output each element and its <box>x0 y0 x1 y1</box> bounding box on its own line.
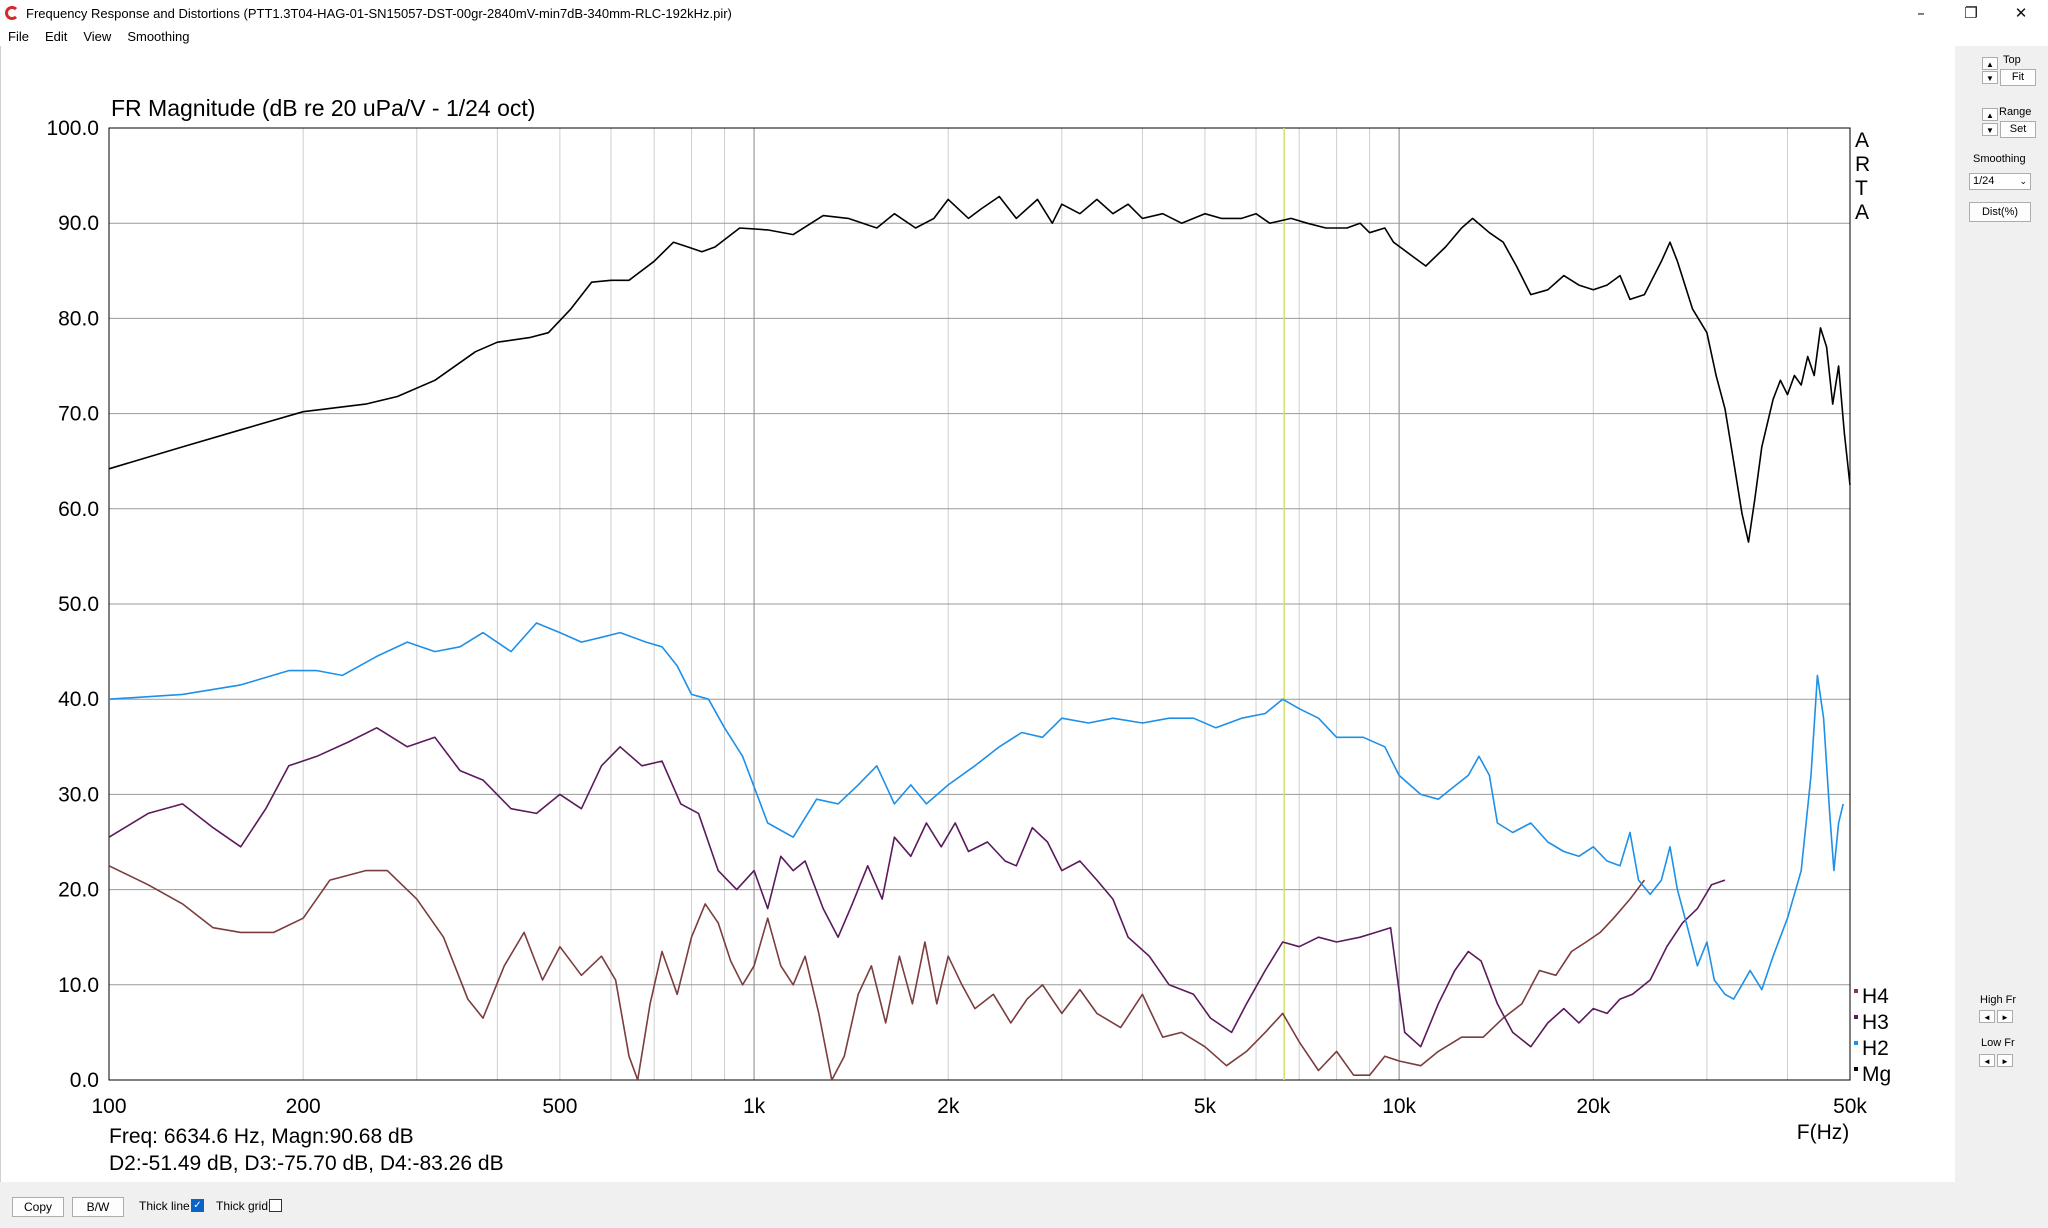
chart-area[interactable]: 0.0 10.0 20.0 30.0 40.0 50.0 60.0 70.0 80.0 90.0 1… <box>0 46 1956 1182</box>
y-tick-label: 60.0 <box>58 498 99 521</box>
range-down-button[interactable]: ▼ <box>1982 123 1998 136</box>
top-up-button[interactable]: ▲ <box>1982 57 1998 70</box>
copy-button[interactable]: Copy <box>12 1197 64 1217</box>
fit-button[interactable]: Fit <box>2000 69 2036 86</box>
menu-file[interactable]: File <box>8 28 29 44</box>
legend-marker <box>1854 1015 1858 1019</box>
x-tick-label: 50k <box>1833 1095 1867 1118</box>
series-line-h2 <box>108 622 1844 1000</box>
series-line-h3 <box>108 727 1726 1048</box>
high-fr-label: High Fr <box>1980 994 2017 1006</box>
legend-marker <box>1854 989 1858 993</box>
legend-label: H4 <box>1862 985 1889 1008</box>
menu-smoothing[interactable]: Smoothing <box>127 28 190 44</box>
series-line-h4 <box>108 865 1646 1081</box>
x-tick-label: 500 <box>542 1095 577 1118</box>
y-tick-label: 20.0 <box>58 879 99 902</box>
thick-line-checkbox[interactable]: ✓ <box>191 1199 204 1212</box>
x-tick-label: 2k <box>937 1095 960 1118</box>
y-tick-label: 0.0 <box>70 1069 99 1092</box>
y-tick-label: 50.0 <box>58 593 99 616</box>
close-button[interactable]: ✕ <box>2014 4 2028 22</box>
y-tick-label: 40.0 <box>58 688 99 711</box>
top-down-button[interactable]: ▼ <box>1982 71 1998 84</box>
chevron-down-icon: ⌄ <box>2019 176 2027 186</box>
y-tick-label: 80.0 <box>58 307 99 330</box>
smoothing-select[interactable]: 1/24 ⌄ <box>1969 173 2031 190</box>
bottom-bar: Copy B/W Thick line ✓ Thick grid <box>0 1182 2048 1228</box>
legend-label: Mg <box>1862 1063 1891 1086</box>
arta-watermark-letter: A <box>1855 129 1869 152</box>
x-tick-label: 1k <box>743 1095 766 1118</box>
y-tick-label: 70.0 <box>58 403 99 426</box>
restore-button[interactable]: ❐ <box>1964 4 1978 22</box>
y-tick-label: 100.0 <box>46 117 99 140</box>
high-fr-right-button[interactable]: ► <box>1997 1010 2013 1023</box>
menu-edit[interactable]: Edit <box>44 28 68 44</box>
app-logo-icon <box>5 6 19 20</box>
low-fr-right-button[interactable]: ► <box>1997 1054 2013 1067</box>
range-label: Range <box>1999 106 2032 118</box>
minimize-button[interactable]: – <box>1917 4 1925 22</box>
arta-watermark-letter: A <box>1855 201 1869 224</box>
legend-marker <box>1854 1067 1858 1071</box>
thick-grid-label: Thick grid <box>216 1199 269 1213</box>
menu-bar: File Edit View Smoothing <box>0 26 2048 46</box>
title-bar: Frequency Response and Distortions (PTT1… <box>0 0 2048 26</box>
legend-marker <box>1854 1041 1858 1045</box>
x-tick-label: 20k <box>1576 1095 1610 1118</box>
y-tick-label: 90.0 <box>58 212 99 235</box>
y-tick-label: 10.0 <box>58 974 99 997</box>
smoothing-label: Smoothing <box>1973 153 2026 165</box>
thick-line-label: Thick line <box>139 1199 190 1213</box>
set-button[interactable]: Set <box>2000 121 2036 138</box>
range-up-button[interactable]: ▲ <box>1982 108 1998 121</box>
smoothing-value: 1/24 <box>1973 175 1995 187</box>
legend-label: H3 <box>1862 1011 1889 1034</box>
high-fr-left-button[interactable]: ◄ <box>1979 1010 1995 1023</box>
series-line-mg <box>108 195 1851 543</box>
window-title: Frequency Response and Distortions (PTT1… <box>26 5 732 21</box>
arta-watermark-letter: T <box>1855 177 1868 200</box>
side-panel: ▲ Top ▼ Fit ▲ Range ▼ Set Smoothing 1/24… <box>1955 46 2048 1182</box>
chart-title: FR Magnitude (dB re 20 uPa/V - 1/24 oct) <box>111 95 535 121</box>
frequency-response-chart[interactable]: 0.0 10.0 20.0 30.0 40.0 50.0 60.0 70.0 80.0 90.0 1… <box>1 46 1956 1182</box>
menu-view[interactable]: View <box>83 28 112 44</box>
cursor-readout: Freq: 6634.6 Hz, Magn:90.68 dB <box>109 1125 414 1148</box>
arta-watermark-letter: R <box>1855 153 1870 176</box>
x-tick-label: 100 <box>91 1095 126 1118</box>
dist-percent-button[interactable]: Dist(%) <box>1969 202 2031 222</box>
plot-frame <box>108 127 1851 1081</box>
distortion-readout: D2:-51.49 dB, D3:-75.70 dB, D4:-83.26 dB <box>109 1152 504 1175</box>
x-axis-label: F(Hz) <box>1797 1121 1849 1144</box>
bw-button[interactable]: B/W <box>72 1197 124 1217</box>
low-fr-left-button[interactable]: ◄ <box>1979 1054 1995 1067</box>
top-label: Top <box>2003 54 2021 66</box>
x-tick-label: 200 <box>286 1095 321 1118</box>
thick-grid-checkbox[interactable] <box>269 1199 282 1212</box>
x-tick-label: 5k <box>1194 1095 1217 1118</box>
x-tick-label: 10k <box>1382 1095 1416 1118</box>
legend-label: H2 <box>1862 1037 1889 1060</box>
low-fr-label: Low Fr <box>1981 1037 2015 1049</box>
y-tick-label: 30.0 <box>58 783 99 806</box>
